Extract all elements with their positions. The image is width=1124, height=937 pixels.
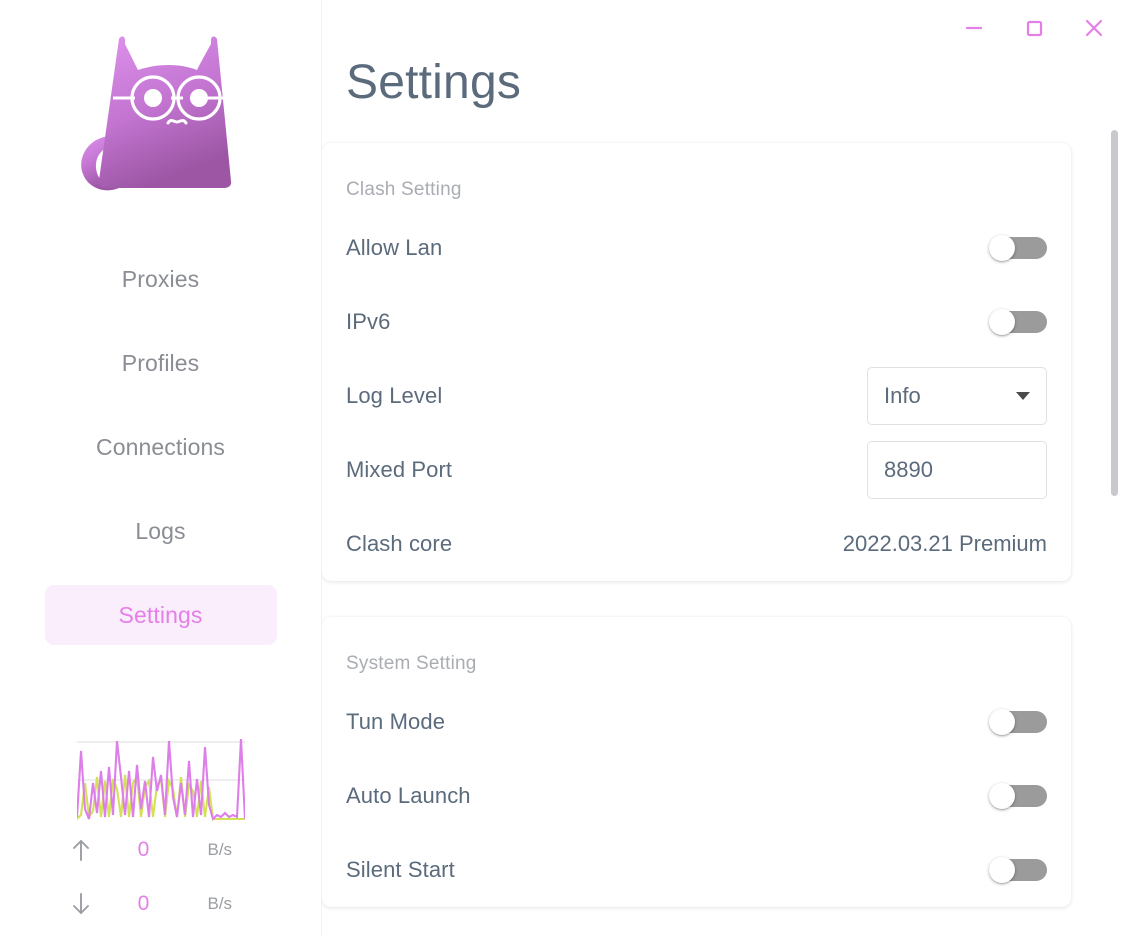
- card-title: System Setting: [346, 653, 477, 674]
- setting-label: IPv6: [346, 309, 391, 334]
- maximize-icon: [1026, 20, 1043, 37]
- setting-row-log-level: Log Level Info: [346, 359, 1047, 433]
- setting-label: Log Level: [346, 383, 443, 408]
- tun-mode-toggle[interactable]: [989, 709, 1047, 735]
- chevron-down-icon: [1016, 392, 1030, 400]
- sidebar-item-label: Logs: [135, 517, 186, 544]
- main-content: Settings Clash Setting Allow Lan IPv6: [322, 0, 1124, 937]
- download-stat-row: 0 B/s: [68, 877, 254, 931]
- allow-lan-toggle[interactable]: [989, 235, 1047, 261]
- silent-start-toggle[interactable]: [989, 857, 1047, 883]
- window-controls: [944, 0, 1124, 56]
- sidebar-item-logs[interactable]: Logs: [45, 501, 277, 561]
- setting-row-allow-lan: Allow Lan: [346, 211, 1047, 285]
- sidebar-item-settings[interactable]: Settings: [44, 585, 277, 645]
- minimize-button[interactable]: [944, 0, 1004, 56]
- upload-stat-row: 0 B/s: [68, 823, 254, 877]
- setting-row-mixed-port: Mixed Port: [346, 433, 1047, 507]
- clash-setting-card: Clash Setting Allow Lan IPv6: [322, 143, 1071, 581]
- scrollbar[interactable]: [1110, 0, 1118, 937]
- setting-label: Auto Launch: [346, 783, 471, 808]
- setting-label: Silent Start: [346, 857, 455, 882]
- sidebar-item-profiles[interactable]: Profiles: [45, 333, 277, 393]
- sidebar-nav: Proxies Profiles Connections Logs Settin…: [0, 249, 321, 669]
- cat-logo-icon: [80, 36, 231, 191]
- setting-label: Mixed Port: [346, 457, 453, 482]
- system-setting-card: System Setting Tun Mode Auto Launch: [322, 617, 1071, 907]
- card-title: Clash Setting: [346, 179, 462, 200]
- mixed-port-input[interactable]: [867, 441, 1047, 499]
- upload-speed-unit: B/s: [207, 840, 233, 859]
- toggle-knob: [989, 309, 1015, 335]
- upload-speed-value: 0: [137, 838, 150, 861]
- setting-label: Clash core: [346, 531, 453, 556]
- log-level-select[interactable]: Info: [867, 367, 1047, 425]
- close-button[interactable]: [1064, 0, 1124, 56]
- ipv6-toggle[interactable]: [989, 309, 1047, 335]
- sidebar-item-proxies[interactable]: Proxies: [45, 249, 277, 309]
- close-icon: [1085, 19, 1103, 37]
- setting-label: Tun Mode: [346, 709, 446, 734]
- sidebar-item-connections[interactable]: Connections: [45, 417, 277, 477]
- auto-launch-toggle[interactable]: [989, 783, 1047, 809]
- setting-row-clash-core: Clash core 2022.03.21 Premium: [346, 507, 1047, 581]
- scrollbar-thumb[interactable]: [1111, 130, 1118, 496]
- arrow-down-icon: [68, 891, 94, 917]
- clash-core-version: 2022.03.21 Premium: [842, 531, 1047, 556]
- app-logo: [56, 18, 266, 223]
- setting-row-silent-start: Silent Start: [346, 833, 1047, 907]
- traffic-sparkline-chart: [76, 731, 245, 823]
- setting-row-auto-launch: Auto Launch: [346, 759, 1047, 833]
- sidebar: Proxies Profiles Connections Logs Settin…: [0, 0, 322, 937]
- toggle-knob: [989, 857, 1015, 883]
- toggle-knob: [989, 235, 1015, 261]
- download-speed-value: 0: [137, 892, 150, 915]
- download-speed-unit: B/s: [207, 894, 233, 913]
- sidebar-item-label: Proxies: [121, 265, 200, 292]
- sidebar-item-label: Profiles: [121, 349, 200, 376]
- log-level-value: Info: [884, 383, 921, 408]
- minimize-icon: [965, 26, 983, 30]
- toggle-knob: [989, 709, 1015, 735]
- settings-cards: Clash Setting Allow Lan IPv6: [322, 143, 1094, 937]
- setting-row-ipv6: IPv6: [346, 285, 1047, 359]
- page-title: Settings: [346, 56, 522, 109]
- sparkline-svg: [76, 738, 245, 822]
- setting-row-tun-mode: Tun Mode: [346, 685, 1047, 759]
- toggle-knob: [989, 783, 1015, 809]
- traffic-widget: 0 B/s 0 B/s: [0, 731, 321, 931]
- setting-label: Allow Lan: [346, 235, 443, 260]
- upload-traffic-line: [76, 738, 245, 822]
- sidebar-item-label: Connections: [96, 433, 225, 460]
- sidebar-item-label: Settings: [118, 601, 203, 628]
- maximize-button[interactable]: [1004, 0, 1064, 56]
- arrow-up-icon: [68, 837, 94, 863]
